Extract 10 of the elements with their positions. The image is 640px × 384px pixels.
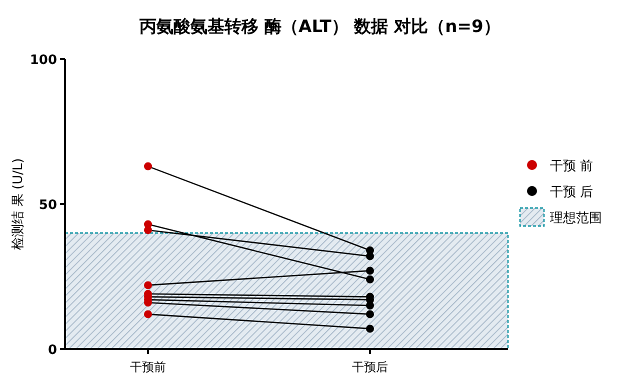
- y-tick-label: 50: [38, 198, 57, 213]
- y-tick-label: 0: [48, 343, 57, 358]
- y-tick-label: 100: [30, 53, 57, 68]
- x-tick-label: 干预前: [130, 360, 166, 374]
- y-axis-title: 检测结 果 (U/L): [11, 158, 26, 250]
- chart-title: 丙氨酸氨基转移 酶（ALT） 数据 对比（n=9）: [138, 17, 500, 37]
- legend-label: 理想范围: [550, 211, 602, 226]
- x-tick-label: 干预后: [352, 360, 388, 374]
- legend-label: 干预 后: [550, 185, 594, 200]
- legend-label: 干预 前: [550, 159, 594, 174]
